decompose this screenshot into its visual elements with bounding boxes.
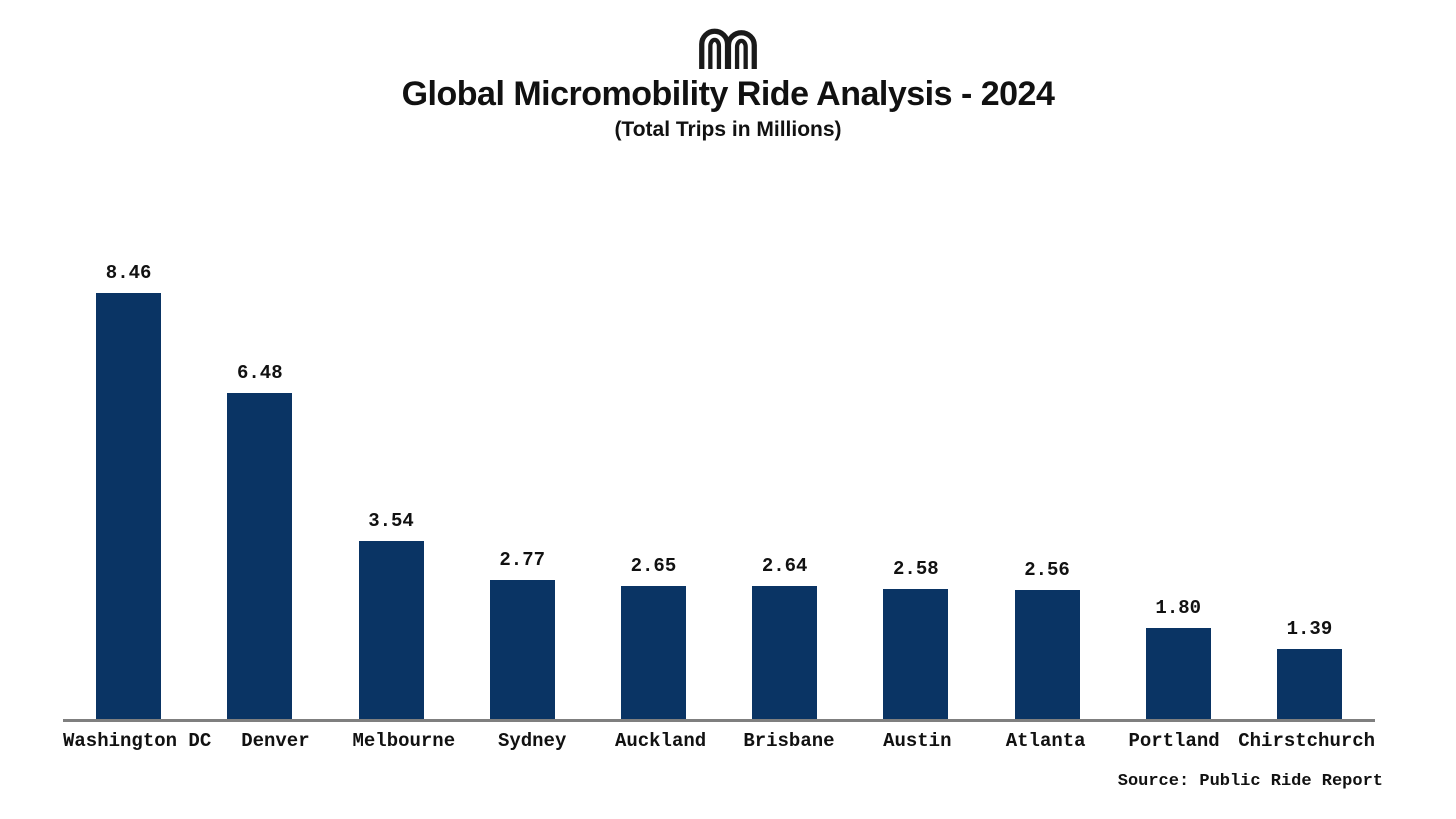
bar-column-washington-dc: 8.46	[63, 262, 194, 719]
bar-column-chirstchurch: 1.39	[1244, 618, 1375, 719]
bar-column-brisbane: 2.64	[719, 555, 850, 719]
bar-value-label: 3.54	[368, 510, 414, 532]
x-axis-label: Washington DC	[63, 730, 212, 752]
bar-column-denver: 6.48	[194, 362, 325, 719]
x-axis-labels: Washington DC Denver Melbourne Sydney Auckla…	[63, 730, 1375, 752]
logo-container	[0, 25, 1456, 69]
bar	[752, 586, 818, 719]
plot-area: 8.46 6.48 3.54 2.77 2.65 2.64 2.58 2.56 1.80 1.39	[63, 219, 1375, 722]
bar-column-atlanta: 2.56	[981, 559, 1112, 719]
x-axis-label: Sydney	[497, 730, 567, 752]
bar-value-label: 8.46	[105, 262, 152, 284]
bar	[1014, 590, 1080, 719]
bar	[1276, 649, 1342, 719]
bar-column-auckland: 2.65	[588, 555, 719, 719]
x-axis-label: Melbourne	[352, 730, 456, 752]
x-axis-label: Denver	[241, 730, 310, 752]
bar-value-label: 2.77	[499, 549, 546, 571]
bar-value-label: 2.64	[761, 555, 808, 577]
x-axis-label: Chirstchurch	[1238, 730, 1376, 752]
bar-column-melbourne: 3.54	[325, 510, 456, 719]
x-axis-label: Portland	[1128, 730, 1220, 752]
bar	[489, 580, 555, 719]
bar-value-label: 2.58	[893, 558, 939, 580]
x-axis-label: Auckland	[614, 730, 707, 752]
source-note: Source: Public Ride Report	[1117, 772, 1383, 791]
bar	[883, 589, 949, 719]
bar-value-label: 6.48	[237, 362, 283, 384]
bar-value-label: 2.56	[1024, 559, 1070, 581]
bar	[227, 393, 293, 719]
bar-column-sydney: 2.77	[457, 549, 588, 719]
chart-title: Global Micromobility Ride Analysis - 202…	[401, 75, 1055, 113]
bar	[358, 541, 424, 719]
bar-column-austin: 2.58	[850, 558, 981, 719]
bar-column-portland: 1.80	[1113, 597, 1244, 719]
chart-header: Global Micromobility Ride Analysis - 202…	[0, 0, 1456, 142]
bar-value-label: 1.80	[1155, 597, 1202, 619]
bar	[96, 293, 162, 719]
x-axis-label: Austin	[883, 730, 952, 752]
chart-subtitle: (Total Trips in Millions)	[614, 118, 842, 141]
x-axis-label: Brisbane	[743, 730, 835, 752]
x-axis-label: Atlanta	[1005, 730, 1086, 752]
bar	[1145, 628, 1211, 719]
bar-value-label: 2.65	[630, 555, 677, 577]
bar	[620, 586, 686, 719]
double-arch-m-logo-icon	[699, 28, 757, 69]
bar-value-label: 1.39	[1286, 618, 1333, 640]
